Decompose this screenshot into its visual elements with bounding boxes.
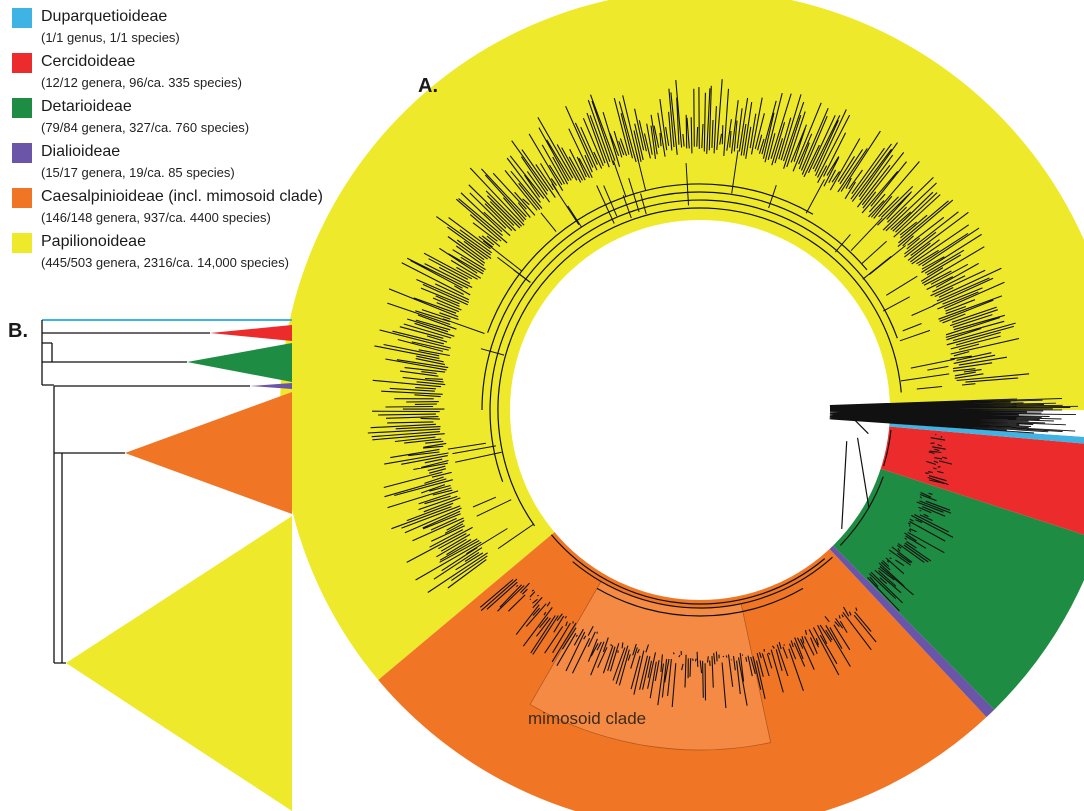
- wedge-caesalpinioideae: [125, 392, 292, 514]
- wedge-cercidoideae: [210, 325, 292, 341]
- summary-tree-branches: [41, 320, 250, 664]
- sector-cercidoideae: [842, 423, 1084, 535]
- sector-dialioideae: [802, 516, 995, 718]
- wedge-detarioideae: [187, 343, 292, 382]
- legend: Duparquetioideae (1/1 genus, 1/1 species)…: [12, 6, 392, 276]
- backbone-arc-3: [481, 191, 868, 411]
- legend-detail-caesalpinioideae: (146/148 genera, 937/ca. 4400 species): [41, 210, 271, 225]
- legend-swatch-caesalpinioideae: [12, 188, 32, 208]
- tree-tip-branches: [367, 79, 1030, 709]
- legend-detail-papilionoideae: (445/503 genera, 2316/ca. 14,000 species…: [41, 255, 289, 270]
- legend-detail-duparquetioideae: (1/1 genus, 1/1 species): [41, 30, 180, 45]
- legend-swatch-papilionoideae: [12, 233, 32, 253]
- tips-detarioideae: [867, 491, 954, 612]
- backbone-arc-2: [489, 199, 898, 483]
- legend-detail-dialioideae: (15/17 genera, 19/ca. 85 species): [41, 165, 235, 180]
- backbone-arc-5: [572, 556, 833, 609]
- backbone-arc-0: [550, 534, 826, 605]
- wedge-dialioideae: [250, 383, 292, 389]
- legend-swatch-duparquetioideae: [12, 8, 32, 28]
- radial-connectors: [442, 150, 955, 555]
- legend-swatch-cercidoideae: [12, 53, 32, 73]
- legend-item-cercidoideae: Cercidoideae (12/12 genera, 96/ca. 335 sp…: [12, 51, 392, 96]
- tips-caesalpinioideae: [479, 578, 877, 709]
- tips-cercidoideae: [925, 434, 953, 486]
- backbone-arc-8: [883, 430, 892, 467]
- tips-papilionoideae: [367, 79, 1030, 593]
- backbone-arc-4: [487, 183, 814, 333]
- papilionoideae-tips: [829, 398, 1079, 434]
- panel-a-label: A.: [418, 75, 438, 97]
- legend-name-caesalpinioideae: Caesalpinioideae (incl. mimosoid clade): [41, 188, 323, 205]
- sector-detarioideae: [805, 456, 1084, 710]
- summary-branch-lines: [41, 320, 250, 664]
- panel-a-circular-tree: A. mimosoid clade: [280, 0, 1084, 811]
- tips-root-spokes: [829, 398, 1079, 434]
- legend-detail-detarioideae: (79/84 genera, 327/ca. 760 species): [41, 120, 250, 135]
- legend-name-duparquetioideae: Duparquetioideae: [41, 8, 168, 25]
- legend-name-dialioideae: Dialioideae: [41, 143, 121, 160]
- sector-duparquetioideae: [849, 420, 1084, 444]
- legend-detail-cercidoideae: (12/12 genera, 96/ca. 335 species): [41, 75, 242, 90]
- legend-item-detarioideae: Detarioideae (79/84 genera, 327/ca. 760 s…: [12, 96, 392, 141]
- backbone-arc-7: [839, 476, 884, 546]
- sector-papilionoideae: [280, 0, 1084, 680]
- legend-name-detarioideae: Detarioideae: [41, 98, 132, 115]
- tree-center-disc: [510, 220, 890, 600]
- panel-b-label: B.: [8, 320, 28, 342]
- legend-item-dialioideae: Dialioideae (15/17 genera, 19/ca. 85 spec…: [12, 141, 392, 186]
- backbone-arc-1: [497, 207, 902, 527]
- legend-item-papilionoideae: Papilionoideae (445/503 genera, 2316/ca. …: [12, 231, 392, 276]
- mimosoid-clade-label: mimosoid clade: [528, 709, 646, 728]
- legend-item-duparquetioideae: Duparquetioideae (1/1 genus, 1/1 species): [12, 6, 392, 51]
- legend-name-cercidoideae: Cercidoideae: [41, 53, 136, 70]
- legend-name-papilionoideae: Papilionoideae: [41, 233, 146, 250]
- wedge-papilionoideae: [66, 516, 292, 811]
- legend-item-caesalpinioideae: Caesalpinioideae (incl. mimosoid clade) (…: [12, 186, 392, 231]
- panel-b-summary-tree: B.: [8, 319, 292, 811]
- tree-internal-branches: [442, 150, 955, 617]
- legend-swatch-detarioideae: [12, 98, 32, 118]
- summary-clade-wedges: [42, 319, 292, 811]
- backbone-arc-6: [596, 587, 804, 617]
- legend-swatch-dialioideae: [12, 143, 32, 163]
